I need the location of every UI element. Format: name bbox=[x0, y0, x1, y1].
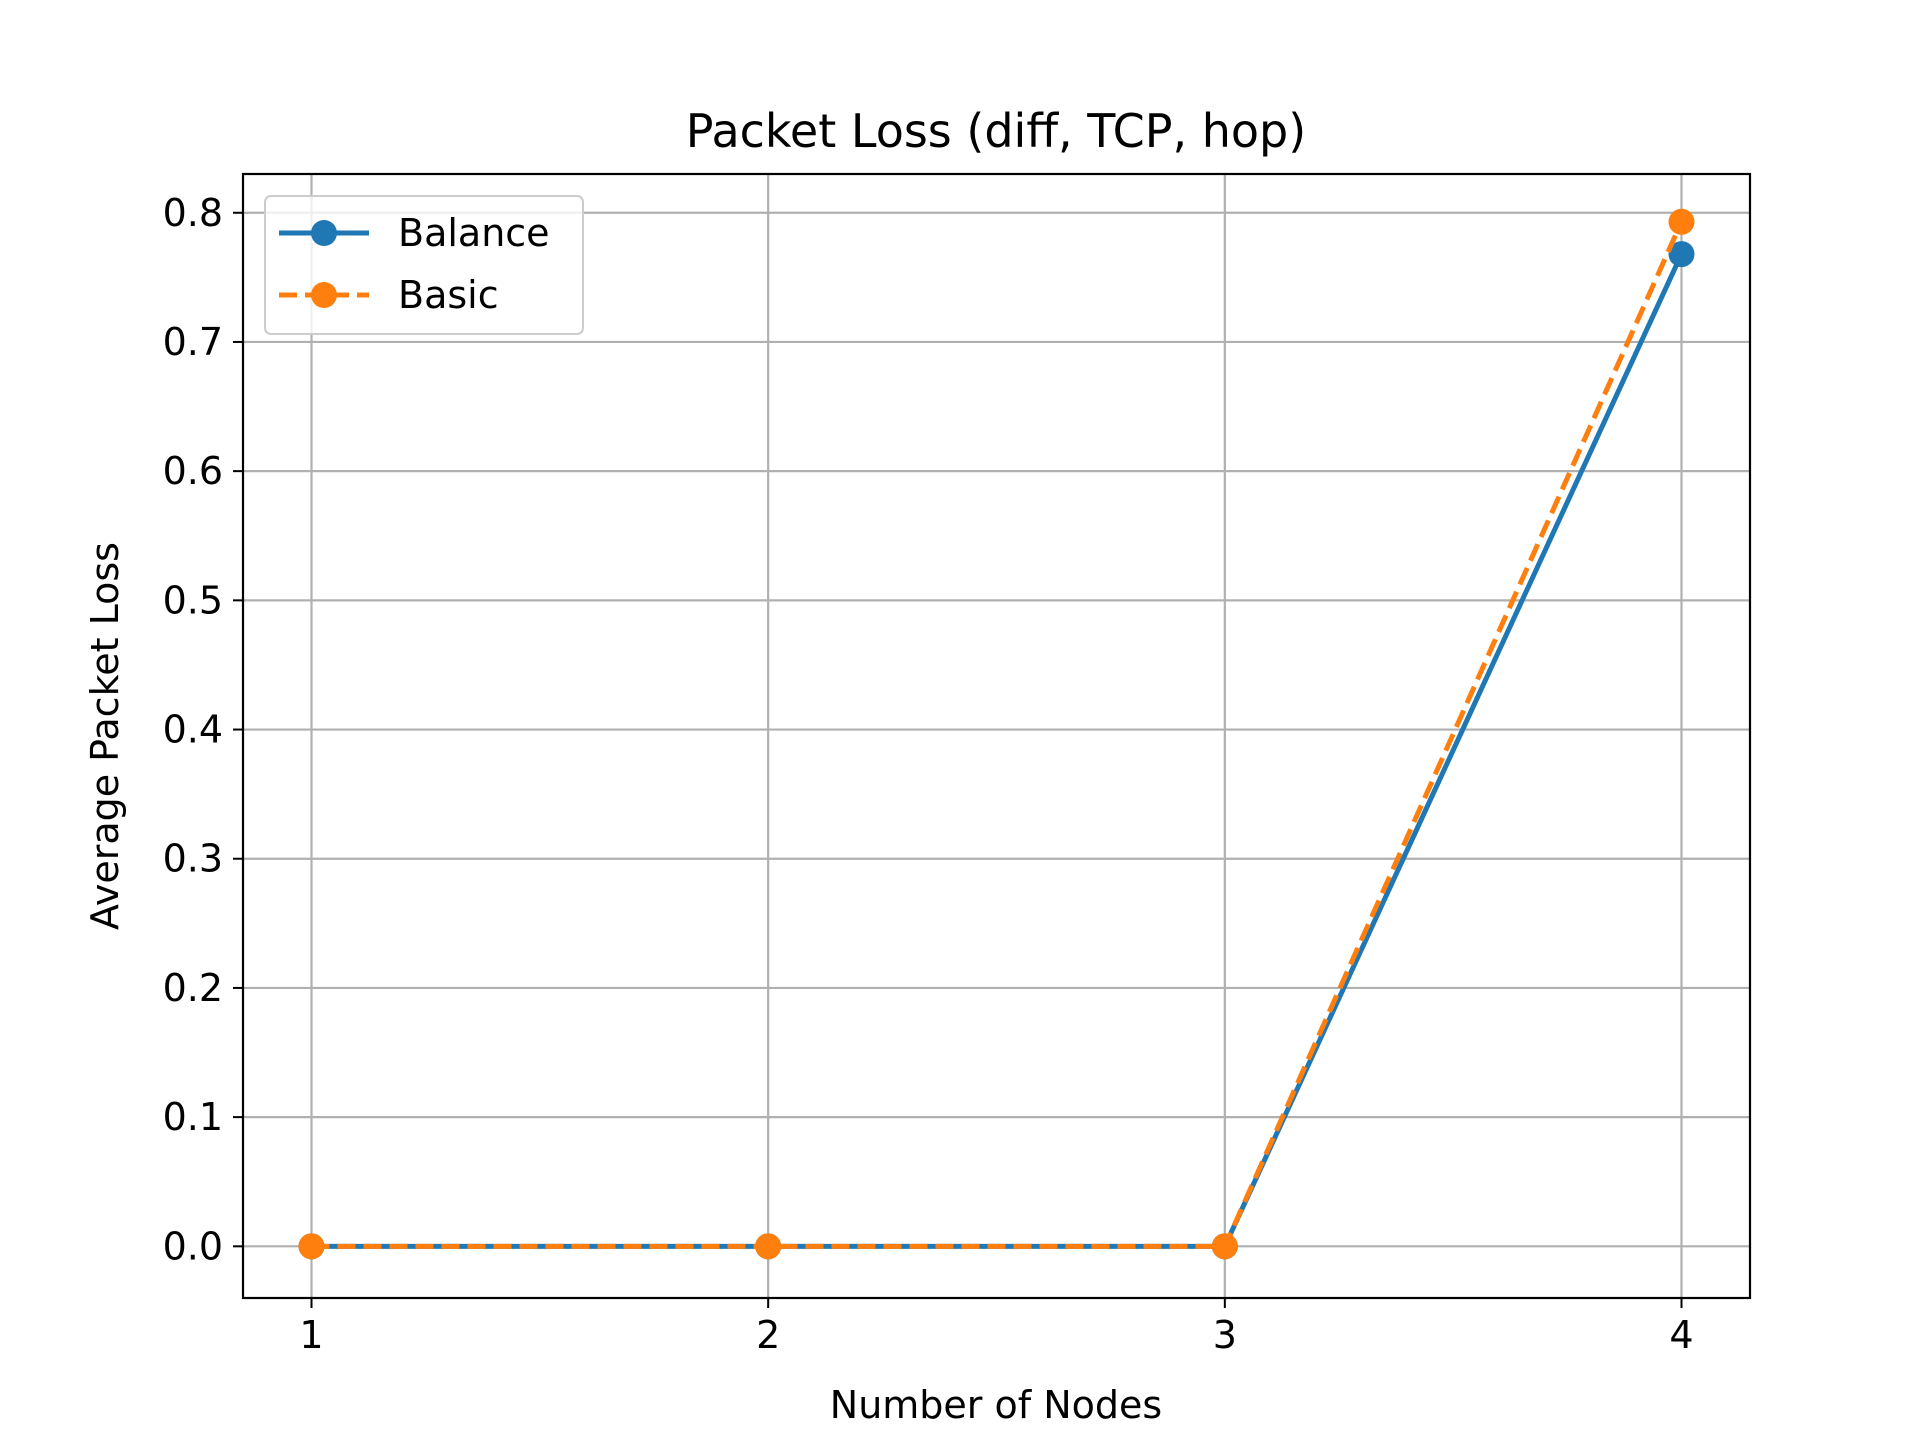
y-tick-label: 0.8 bbox=[163, 191, 223, 235]
data-point-basic bbox=[1668, 208, 1695, 235]
legend: Balance Basic bbox=[264, 195, 584, 335]
legend-label-basic: Basic bbox=[398, 273, 499, 317]
grid bbox=[243, 174, 1750, 1298]
legend-marker-basic bbox=[311, 282, 337, 308]
x-axis-label: Number of Nodes bbox=[830, 1383, 1162, 1427]
legend-label-balance: Balance bbox=[398, 211, 550, 255]
legend-marker-balance bbox=[311, 220, 337, 246]
x-tick-label: 1 bbox=[299, 1313, 323, 1357]
y-tick-label: 0.0 bbox=[163, 1224, 223, 1268]
plot-frame bbox=[241, 172, 1752, 1300]
chart-title: Packet Loss (diff, TCP, hop) bbox=[686, 104, 1306, 158]
data-point-balance bbox=[1668, 241, 1695, 268]
y-tick-label: 0.5 bbox=[163, 578, 223, 622]
data-point-basic bbox=[1211, 1233, 1238, 1260]
y-tick-label: 0.3 bbox=[163, 837, 223, 881]
legend-item-balance: Balance bbox=[279, 211, 550, 255]
data-point-basic bbox=[755, 1233, 782, 1260]
legend-item-basic: Basic bbox=[279, 273, 499, 317]
y-tick-label: 0.2 bbox=[163, 966, 223, 1010]
x-axis-ticks: 1 2 3 4 bbox=[299, 1298, 1694, 1357]
y-axis-label: Average Packet Loss bbox=[83, 542, 127, 930]
x-tick-label: 3 bbox=[1213, 1313, 1237, 1357]
y-axis-ticks: 0.0 0.1 0.2 0.3 0.4 0.5 0.6 0.7 0.8 bbox=[163, 191, 243, 1268]
y-tick-label: 0.4 bbox=[163, 708, 223, 752]
series-group bbox=[298, 208, 1695, 1260]
data-point-basic bbox=[298, 1233, 325, 1260]
series-basic bbox=[298, 208, 1695, 1260]
y-tick-label: 0.6 bbox=[163, 449, 223, 493]
x-tick-label: 4 bbox=[1669, 1313, 1693, 1357]
series-line-basic bbox=[311, 220, 1684, 1249]
x-tick-label: 2 bbox=[756, 1313, 780, 1357]
y-tick-label: 0.7 bbox=[163, 320, 223, 364]
y-tick-label: 0.1 bbox=[163, 1095, 223, 1139]
